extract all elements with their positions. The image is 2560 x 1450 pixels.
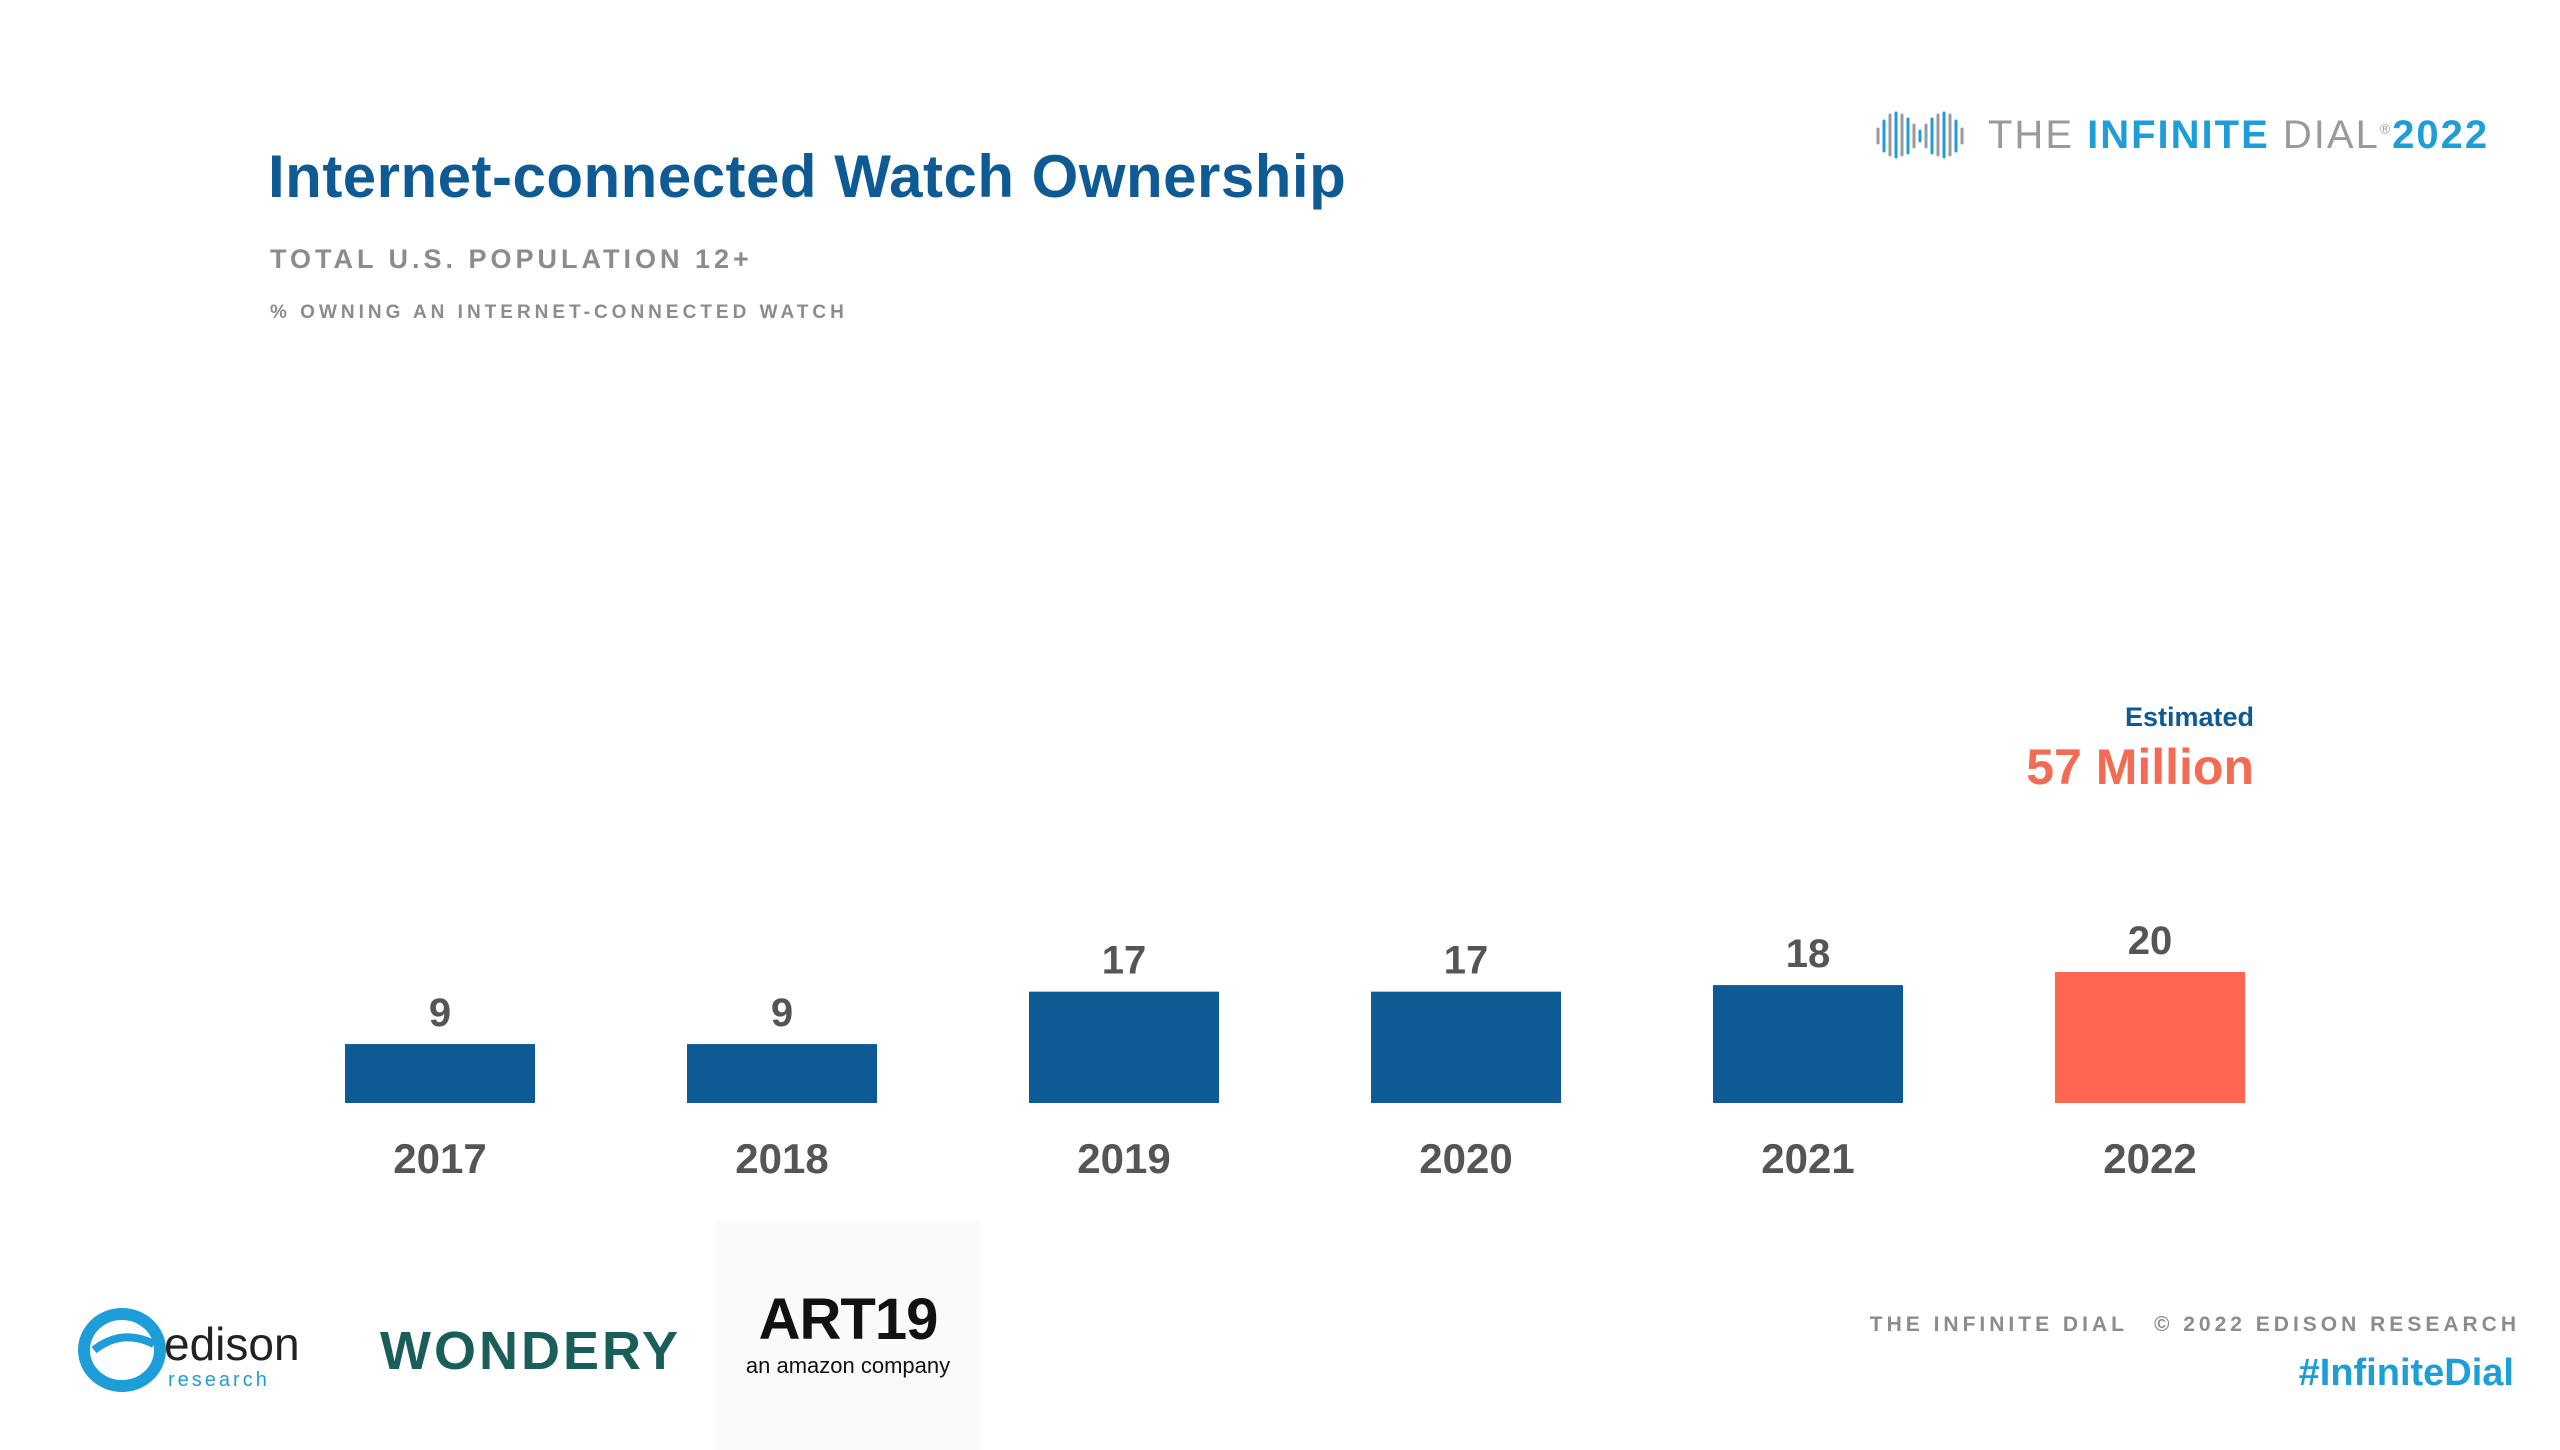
estimate-value: 57 Million — [2026, 739, 2254, 795]
population-subtitle: TOTAL U.S. POPULATION 12+ — [270, 244, 753, 274]
category-label-2017: 2017 — [393, 1135, 486, 1182]
bar-2019 — [1029, 991, 1219, 1103]
value-label-2018: 9 — [771, 991, 793, 1035]
bar-2022 — [2055, 972, 2245, 1103]
hashtag: #InfiniteDial — [2298, 1352, 2514, 1394]
value-label-2021: 18 — [1786, 932, 1831, 976]
edison-wordmark: edison — [164, 1318, 300, 1370]
footer-right: © 2022 EDISON RESEARCH — [2153, 1313, 2520, 1336]
value-label-2022: 20 — [2128, 919, 2173, 963]
art19-logo: ART19 an amazon company — [716, 1220, 980, 1450]
value-label-2019: 17 — [1102, 939, 1147, 983]
footer-left: THE INFINITE DIAL — [1869, 1313, 2128, 1336]
bar-2018 — [687, 1044, 877, 1103]
bar-2020 — [1371, 991, 1561, 1103]
value-label-2017: 9 — [429, 991, 451, 1035]
infinite-dial-brand: THE INFINITE DIAL®2022 — [1872, 100, 2489, 170]
edison-subword: research — [168, 1369, 270, 1391]
brand-wordmark: THE INFINITE DIAL®2022 — [1988, 112, 2490, 157]
category-label-2022: 2022 — [2103, 1135, 2196, 1182]
measure-subtitle: % OWNING AN INTERNET-CONNECTED WATCH — [270, 302, 848, 323]
footer-credits: THE INFINITE DIAL © 2022 EDISON RESEARCH — [1870, 1313, 2520, 1337]
chart-title: Internet-connected Watch Ownership — [268, 143, 1347, 210]
value-label-2020: 17 — [1444, 939, 1489, 983]
category-label-2021: 2021 — [1761, 1135, 1854, 1182]
art19-subtitle: an amazon company — [745, 1353, 951, 1378]
estimate-label: Estimated — [2124, 702, 2254, 732]
edison-research-logo: edison research — [74, 1288, 314, 1418]
art19-wordmark: ART19 — [758, 1287, 939, 1352]
bar-2021 — [1713, 985, 1903, 1103]
wondery-logo: WONDERY — [380, 1321, 681, 1381]
infinity-logo-icon — [1876, 111, 1964, 159]
category-label-2019: 2019 — [1077, 1135, 1170, 1182]
edison-swoosh-icon — [78, 1308, 166, 1392]
category-label-2020: 2020 — [1419, 1135, 1512, 1182]
category-label-2018: 2018 — [735, 1135, 828, 1182]
bar-2017 — [345, 1044, 535, 1103]
